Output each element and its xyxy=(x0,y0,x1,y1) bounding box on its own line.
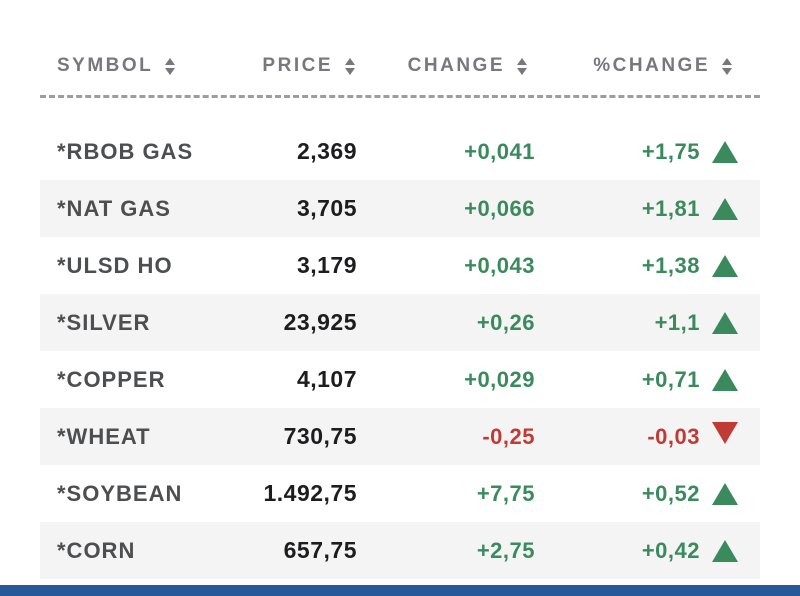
change-cell: +0,041 xyxy=(464,138,535,164)
price-cell: 657,75 xyxy=(283,537,357,563)
sort-icon[interactable] xyxy=(345,57,355,75)
change-cell: +2,75 xyxy=(476,537,535,563)
symbol-cell: *ULSD HO xyxy=(57,252,173,278)
price-cell: 3,705 xyxy=(296,195,357,221)
symbol-cell: *CORN xyxy=(57,537,136,563)
bottom-accent-bar xyxy=(0,585,800,596)
pct-change-value: +1,1 xyxy=(654,309,700,335)
change-cell: +0,029 xyxy=(464,366,535,392)
price-cell: 2,369 xyxy=(296,138,357,164)
market-quotes-table: SYMBOL PRICE CHANGE %CHANGE *RBOB GAS 2,… xyxy=(40,45,760,579)
symbol-cell: *RBOB GAS xyxy=(57,138,194,164)
column-header-label: SYMBOL xyxy=(57,55,154,76)
column-header-label: %CHANGE xyxy=(593,55,710,76)
price-cell: 730,75 xyxy=(283,423,357,449)
pct-change-value: +1,81 xyxy=(641,195,700,221)
pct-change-value: +0,71 xyxy=(641,366,700,392)
change-cell: +0,043 xyxy=(464,252,535,278)
column-header-label: CHANGE xyxy=(407,55,505,76)
table-header-row: SYMBOL PRICE CHANGE %CHANGE xyxy=(40,45,760,87)
price-cell: 23,925 xyxy=(283,309,357,335)
change-cell: +7,75 xyxy=(476,480,535,506)
table-row[interactable]: *CORN 657,75 +2,75 +0,42 xyxy=(40,522,760,579)
pct-change-cell: +0,52 xyxy=(535,481,760,507)
pct-change-cell: +1,81 xyxy=(535,196,760,222)
price-cell: 1.492,75 xyxy=(263,480,357,506)
pct-change-cell: +1,38 xyxy=(535,253,760,279)
table-row[interactable]: *SILVER 23,925 +0,26 +1,1 xyxy=(40,294,760,351)
dashed-divider xyxy=(40,95,760,98)
column-header-pct-change[interactable]: %CHANGE xyxy=(535,55,760,77)
pct-change-cell: +1,75 xyxy=(535,139,760,165)
column-header-change[interactable]: CHANGE xyxy=(360,55,535,77)
down-triangle-icon xyxy=(712,421,738,444)
change-cell: +0,26 xyxy=(476,309,535,335)
sort-icon[interactable] xyxy=(165,57,176,75)
pct-change-value: +0,42 xyxy=(641,537,700,563)
symbol-cell: *WHEAT xyxy=(57,423,151,449)
change-cell: +0,066 xyxy=(464,195,535,221)
table-row[interactable]: *ULSD HO 3,179 +0,043 +1,38 xyxy=(40,237,760,294)
up-triangle-icon xyxy=(712,482,738,505)
up-triangle-icon xyxy=(712,197,738,220)
up-triangle-icon xyxy=(712,254,738,277)
column-header-label: PRICE xyxy=(262,55,333,76)
pct-change-value: -0,03 xyxy=(647,423,700,449)
up-triangle-icon xyxy=(712,140,738,163)
pct-change-cell: +0,42 xyxy=(535,538,760,564)
up-triangle-icon xyxy=(712,368,738,391)
change-cell: -0,25 xyxy=(482,423,535,449)
symbol-cell: *COPPER xyxy=(57,366,166,392)
symbol-cell: *SOYBEAN xyxy=(57,480,183,506)
column-header-symbol[interactable]: SYMBOL xyxy=(40,55,240,77)
pct-change-value: +0,52 xyxy=(641,480,700,506)
price-cell: 3,179 xyxy=(296,252,357,278)
pct-change-cell: -0,03 xyxy=(535,421,760,450)
table-row[interactable]: *NAT GAS 3,705 +0,066 +1,81 xyxy=(40,180,760,237)
table-body: *RBOB GAS 2,369 +0,041 +1,75 *NAT GAS 3,… xyxy=(40,123,760,579)
pct-change-cell: +1,1 xyxy=(535,310,760,336)
pct-change-cell: +0,71 xyxy=(535,367,760,393)
table-row[interactable]: *WHEAT 730,75 -0,25 -0,03 xyxy=(40,408,760,465)
symbol-cell: *NAT GAS xyxy=(57,195,171,221)
table-row[interactable]: *RBOB GAS 2,369 +0,041 +1,75 xyxy=(40,123,760,180)
pct-change-value: +1,38 xyxy=(641,252,700,278)
up-triangle-icon xyxy=(712,311,738,334)
sort-icon[interactable] xyxy=(517,57,527,75)
price-cell: 4,107 xyxy=(296,366,357,392)
up-triangle-icon xyxy=(712,539,738,562)
sort-icon[interactable] xyxy=(722,57,732,75)
symbol-cell: *SILVER xyxy=(57,309,151,335)
table-row[interactable]: *COPPER 4,107 +0,029 +0,71 xyxy=(40,351,760,408)
pct-change-value: +1,75 xyxy=(641,138,700,164)
column-header-price[interactable]: PRICE xyxy=(240,55,360,77)
table-row[interactable]: *SOYBEAN 1.492,75 +7,75 +0,52 xyxy=(40,465,760,522)
